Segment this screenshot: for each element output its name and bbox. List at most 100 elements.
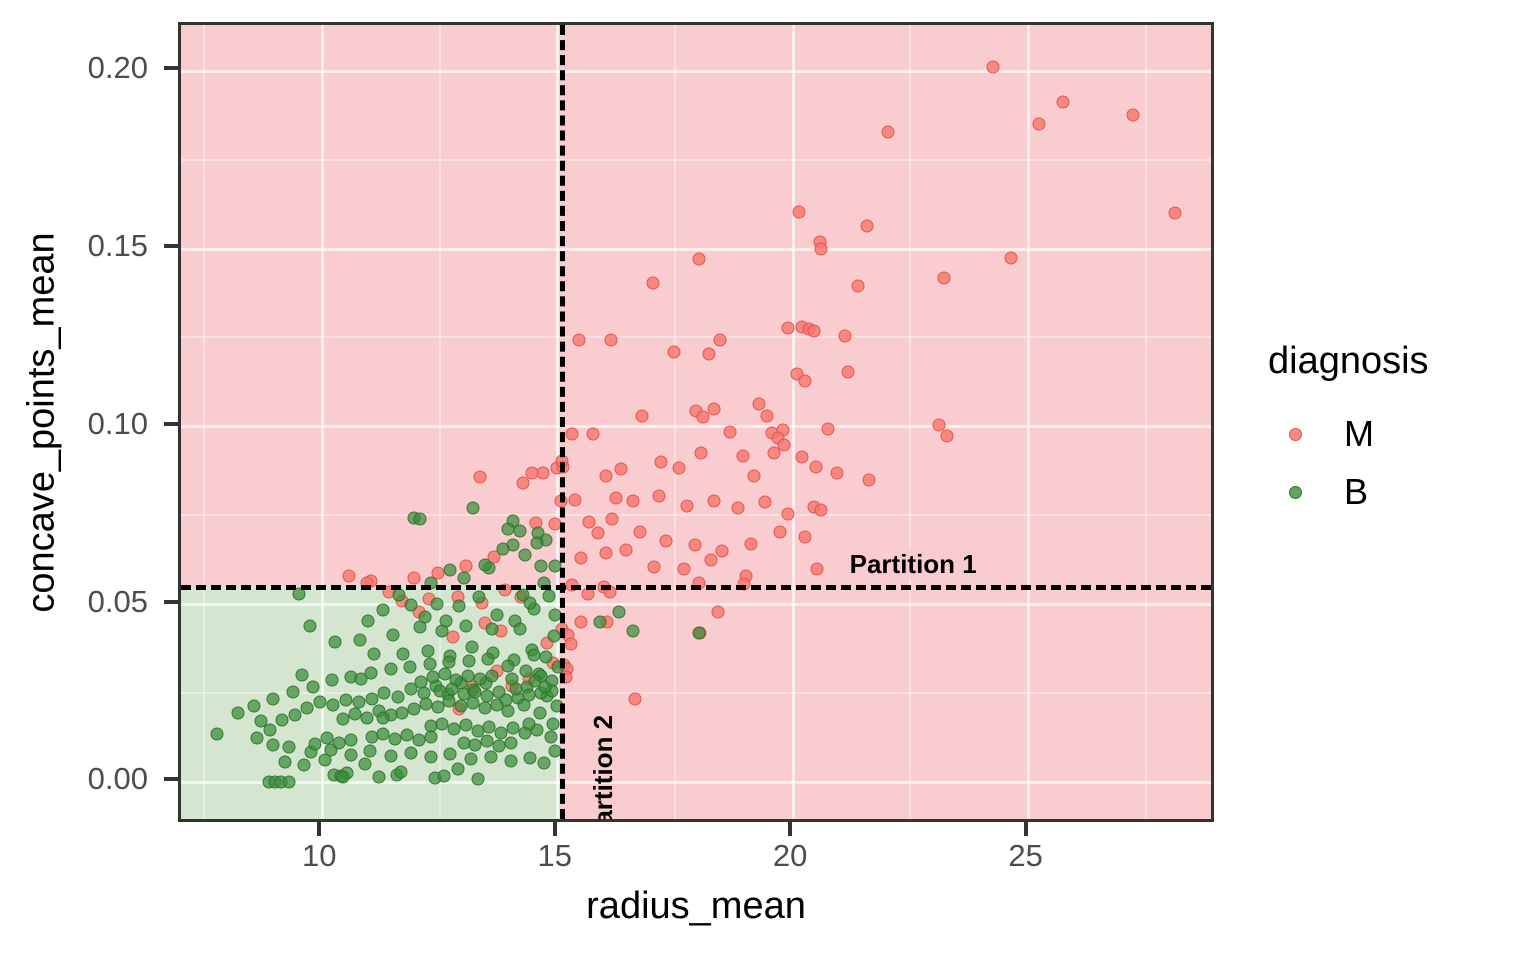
data-point: [851, 279, 865, 293]
data-point: [443, 747, 457, 761]
data-point: [384, 662, 398, 676]
data-point: [437, 769, 451, 783]
data-point: [480, 689, 494, 703]
partition-2-line: [560, 25, 566, 819]
data-point: [654, 455, 668, 469]
data-point: [707, 494, 721, 508]
x-tick-mark: [788, 822, 793, 836]
data-point: [386, 628, 400, 642]
data-point: [798, 530, 812, 544]
partition-1-line: [181, 585, 1211, 590]
data-point: [574, 551, 588, 565]
data-point: [413, 512, 427, 526]
data-point: [619, 543, 633, 557]
data-point: [282, 775, 296, 789]
data-point: [781, 321, 795, 335]
data-point: [452, 599, 466, 613]
data-point: [586, 427, 600, 441]
data-point: [392, 588, 406, 602]
data-point: [635, 409, 649, 423]
data-point: [263, 723, 277, 737]
gridline-minor-vertical: [1144, 25, 1147, 819]
data-point: [528, 674, 542, 688]
data-point: [609, 491, 623, 505]
data-point: [414, 675, 428, 689]
data-point: [464, 752, 478, 766]
y-tick-label: 0.10: [87, 405, 148, 441]
gridline-minor-horizontal: [181, 158, 1211, 161]
data-point: [830, 466, 843, 480]
data-point: [715, 544, 729, 558]
data-point: [538, 680, 552, 694]
data-point: [300, 701, 314, 715]
partition-2-label: Partition 2: [588, 715, 619, 822]
data-point: [418, 610, 432, 624]
data-point: [542, 589, 556, 603]
data-point: [358, 757, 372, 771]
data-point: [325, 673, 339, 687]
data-point: [838, 329, 851, 343]
data-point: [539, 650, 553, 664]
gridline-major-horizontal: [181, 780, 1211, 784]
gridline-major-vertical: [1027, 25, 1031, 819]
data-point: [363, 744, 377, 758]
gridline-major-vertical: [320, 25, 324, 819]
data-point: [361, 614, 375, 628]
data-point: [692, 252, 706, 266]
data-point: [646, 276, 660, 290]
data-point: [696, 410, 710, 424]
x-tick-label: 10: [302, 838, 337, 873]
x-tick-label: 25: [1008, 838, 1043, 873]
data-point: [564, 637, 578, 651]
data-point: [986, 60, 1000, 74]
data-point: [443, 563, 457, 577]
data-point: [937, 271, 951, 285]
x-tick-mark: [317, 822, 322, 836]
data-point: [295, 668, 309, 682]
data-point: [303, 619, 317, 633]
data-point: [773, 525, 787, 539]
data-point: [278, 755, 292, 769]
data-point: [344, 733, 358, 747]
data-point: [633, 525, 647, 539]
gridline-major-horizontal: [181, 69, 1211, 73]
data-point: [326, 698, 340, 712]
data-point: [518, 548, 532, 562]
data-point: [391, 690, 405, 704]
data-point: [421, 644, 435, 658]
y-tick-mark: [164, 777, 178, 782]
data-point: [439, 614, 453, 628]
data-point: [430, 597, 444, 611]
data-point: [591, 526, 605, 540]
legend-key: [1268, 465, 1322, 519]
data-point: [534, 559, 548, 573]
data-point: [286, 685, 300, 699]
data-point: [713, 333, 727, 347]
data-point: [360, 711, 374, 725]
data-point: [881, 125, 895, 139]
legend-item-M[interactable]: M: [1268, 405, 1518, 463]
legend-item-B[interactable]: B: [1268, 463, 1518, 521]
data-point: [342, 569, 356, 583]
data-point: [459, 619, 473, 633]
data-point: [544, 730, 558, 744]
data-point: [504, 736, 518, 750]
data-point: [266, 738, 280, 752]
data-point: [731, 501, 745, 515]
data-point: [546, 717, 560, 731]
gridline-minor-vertical: [438, 25, 441, 819]
data-point: [659, 534, 673, 548]
data-point: [628, 692, 642, 706]
data-point: [723, 425, 737, 439]
data-point: [472, 590, 486, 604]
data-point: [210, 727, 224, 741]
data-point: [537, 756, 551, 770]
data-point: [523, 596, 537, 610]
data-point: [940, 429, 954, 443]
data-point: [336, 712, 350, 726]
x-tick-mark: [1023, 822, 1028, 836]
data-point: [424, 730, 438, 744]
data-point: [318, 753, 332, 767]
